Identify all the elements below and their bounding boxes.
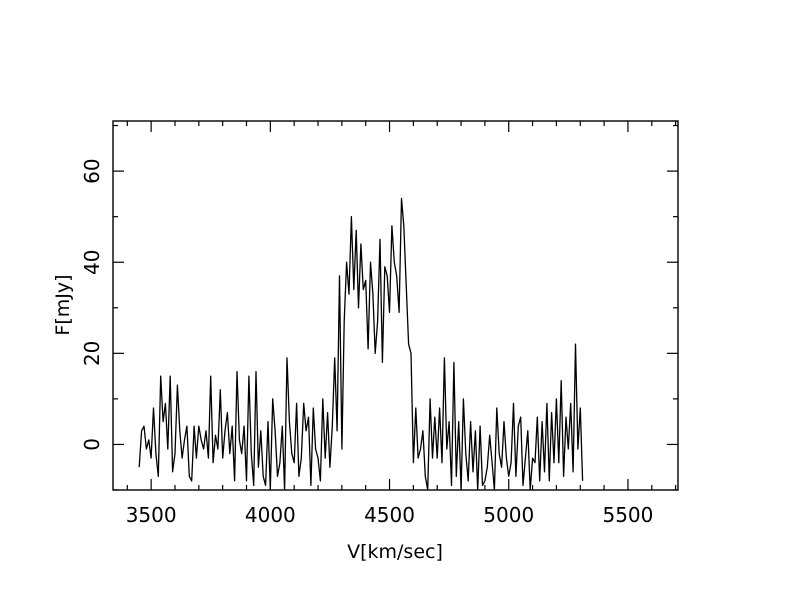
y-tick-label: 60 xyxy=(80,158,104,183)
x-tick-label: 5500 xyxy=(602,503,653,527)
y-tick-label: 0 xyxy=(80,438,104,451)
x-tick-label: 4500 xyxy=(364,503,415,527)
spectrum-line xyxy=(138,197,584,491)
y-tick-label: 20 xyxy=(80,341,104,366)
x-tick-label: 3500 xyxy=(126,503,177,527)
y-tick-label: 40 xyxy=(80,249,104,274)
x-tick-label: 4000 xyxy=(245,503,296,527)
plot-frame xyxy=(112,120,679,491)
tick-labels: 3500 4000 4500 5000 5500 0 20 40 60 xyxy=(80,158,653,527)
y-axis-title: F[mJy] xyxy=(52,274,74,335)
x-tick-label: 5000 xyxy=(483,503,534,527)
x-axis-title: V[km/sec] xyxy=(347,541,443,563)
